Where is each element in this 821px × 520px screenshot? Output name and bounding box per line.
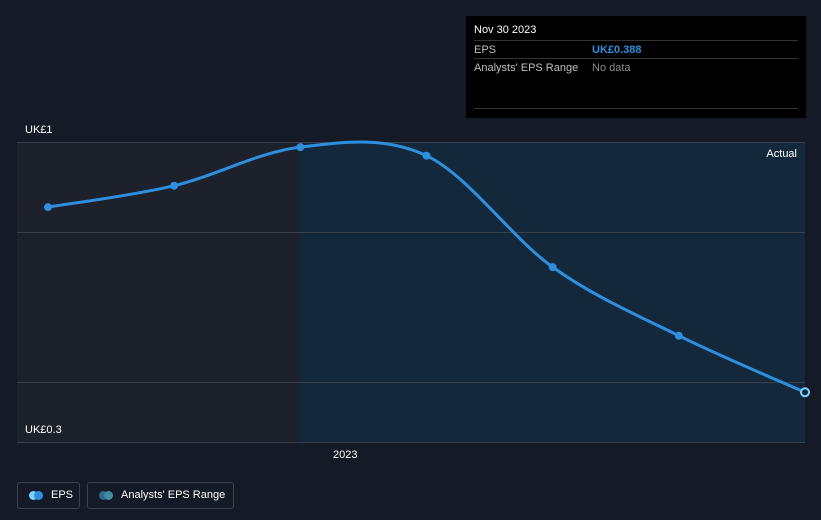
range-legend-icon: [99, 491, 113, 500]
tooltip-range-label: Analysts' EPS Range: [474, 62, 579, 74]
tooltip-eps-value: UK£0.388: [592, 44, 642, 56]
eps-point-2022-05-31[interactable]: [44, 203, 52, 212]
eps-point-2023-08-31[interactable]: [674, 331, 683, 340]
tooltip-range-value: No data: [592, 62, 631, 74]
eps-legend-icon: [29, 491, 43, 500]
eps-point-2023-02-28[interactable]: [422, 151, 431, 160]
eps-point-2022-11-30[interactable]: [296, 143, 305, 152]
legend-analysts-range-button[interactable]: Analysts' EPS Range: [87, 482, 234, 509]
actual-region: [300, 142, 805, 442]
tooltip-row-range: Analysts' EPS Range No data: [474, 58, 798, 77]
eps-point-2023-05-31[interactable]: [548, 263, 557, 272]
eps-tooltip: Nov 30 2023 EPS UK£0.388 Analysts' EPS R…: [466, 16, 806, 118]
past-region: [17, 142, 300, 442]
legend-eps-button[interactable]: EPS: [17, 482, 80, 509]
legend-eps-label: EPS: [51, 489, 74, 501]
eps-point-2022-08-31[interactable]: [170, 181, 179, 190]
eps-point-2023-11-30[interactable]: [800, 387, 810, 398]
actual-region-label: Actual: [766, 148, 797, 160]
x-tick-label: 2023: [333, 449, 358, 461]
tooltip-divider: [474, 108, 798, 109]
y-axis-label-bottom: UK£0.3: [25, 424, 62, 436]
tooltip-eps-label: EPS: [474, 44, 497, 56]
legend-analysts-range-label: Analysts' EPS Range: [121, 489, 226, 501]
tooltip-row-eps: EPS UK£0.388: [474, 40, 798, 59]
tooltip-date: Nov 30 2023: [474, 24, 537, 36]
y-axis-label-top: UK£1: [25, 124, 53, 136]
